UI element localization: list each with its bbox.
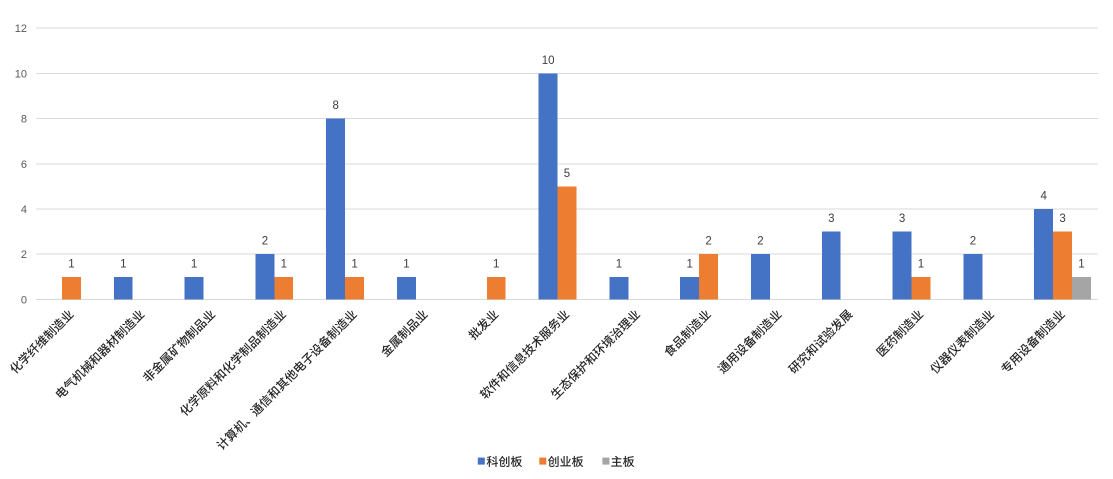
svg-text:4: 4 bbox=[1040, 191, 1047, 203]
svg-text:1: 1 bbox=[120, 258, 126, 270]
svg-text:3: 3 bbox=[828, 213, 834, 225]
svg-text:1: 1 bbox=[281, 258, 287, 270]
svg-text:2: 2 bbox=[21, 249, 27, 261]
svg-text:12: 12 bbox=[15, 23, 27, 35]
svg-text:10: 10 bbox=[542, 55, 555, 67]
svg-text:2: 2 bbox=[970, 236, 976, 248]
svg-text:1: 1 bbox=[191, 258, 197, 270]
svg-text:10: 10 bbox=[15, 68, 27, 80]
svg-text:1: 1 bbox=[1078, 258, 1084, 270]
svg-text:4: 4 bbox=[21, 204, 27, 216]
svg-text:1: 1 bbox=[493, 258, 499, 270]
svg-text:3: 3 bbox=[899, 213, 905, 225]
svg-text:2: 2 bbox=[262, 236, 268, 248]
svg-text:1: 1 bbox=[918, 258, 924, 270]
svg-text:5: 5 bbox=[564, 168, 570, 180]
svg-text:0: 0 bbox=[21, 294, 27, 306]
svg-text:8: 8 bbox=[21, 114, 27, 126]
svg-text:2: 2 bbox=[757, 236, 763, 248]
svg-text:8: 8 bbox=[332, 100, 338, 112]
svg-text:2: 2 bbox=[705, 236, 711, 248]
svg-text:1: 1 bbox=[403, 258, 409, 270]
svg-text:1: 1 bbox=[68, 258, 74, 270]
svg-text:1: 1 bbox=[351, 258, 357, 270]
svg-text:1: 1 bbox=[686, 258, 692, 270]
svg-text:6: 6 bbox=[21, 159, 27, 171]
svg-text:3: 3 bbox=[1059, 213, 1065, 225]
svg-text:1: 1 bbox=[616, 258, 622, 270]
